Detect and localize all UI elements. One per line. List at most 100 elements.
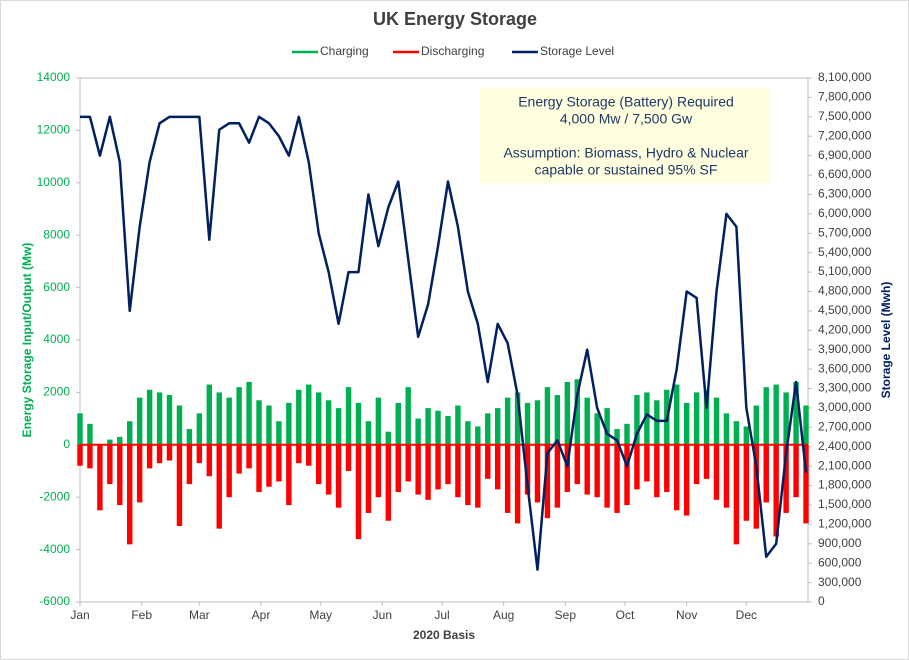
- bar: [375, 397, 382, 445]
- bar: [713, 444, 720, 500]
- bar: [325, 444, 332, 495]
- bar: [415, 418, 421, 445]
- bar: [674, 384, 680, 445]
- y2-tick-label: 6,000,000: [818, 206, 872, 220]
- bar: [644, 392, 650, 445]
- bar: [544, 444, 551, 519]
- bar: [713, 397, 720, 445]
- bar: [683, 402, 690, 445]
- bar: [236, 387, 242, 445]
- bar: [504, 397, 511, 445]
- bar: [594, 444, 600, 498]
- y2-tick-label: 5,700,000: [818, 225, 872, 239]
- bar: [206, 444, 212, 477]
- bar: [494, 444, 501, 490]
- bar: [455, 405, 461, 445]
- bar: [524, 444, 531, 495]
- bar: [425, 408, 431, 445]
- annotation: Energy Storage (Battery) Required: [518, 94, 734, 110]
- bar: [226, 397, 232, 445]
- bar: [186, 444, 193, 485]
- bar: [674, 444, 680, 511]
- bar: [127, 421, 133, 445]
- bar: [753, 444, 759, 529]
- bar: [554, 395, 561, 445]
- y-tick-label: 8000: [43, 227, 70, 241]
- bar: [465, 421, 471, 445]
- line: [80, 115, 808, 571]
- bar: [146, 389, 153, 445]
- bar: [355, 402, 362, 445]
- bar: [594, 413, 600, 445]
- bar: [723, 413, 730, 445]
- bar: [117, 444, 123, 506]
- bar: [365, 421, 372, 445]
- bar: [514, 392, 521, 445]
- bar: [266, 405, 272, 445]
- bar: [166, 444, 173, 461]
- bar: [266, 444, 272, 487]
- bar: [554, 444, 561, 508]
- y-axis-title: Energy Storage Input/Output (Mw): [20, 243, 34, 438]
- bar: [743, 444, 750, 521]
- y2-tick-label: 0: [818, 594, 825, 608]
- bar: [216, 392, 222, 445]
- x-tick-label: May: [309, 608, 332, 622]
- legend-label: Discharging: [421, 44, 484, 58]
- bar: [723, 444, 730, 508]
- bar: [335, 408, 342, 445]
- x-tick-label: Dec: [736, 608, 757, 622]
- x-tick-label: Apr: [252, 608, 271, 622]
- y-tick-label: -6000: [39, 594, 70, 608]
- bar: [246, 444, 252, 469]
- bar: [286, 444, 292, 506]
- bar: [107, 444, 113, 485]
- bar: [127, 444, 133, 545]
- y2-tick-label: 4,500,000: [818, 303, 872, 317]
- bar: [763, 444, 769, 503]
- bar: [793, 444, 799, 498]
- bar: [345, 444, 352, 471]
- bar: [395, 444, 401, 492]
- bar: [345, 387, 352, 445]
- bar: [335, 444, 342, 508]
- y-tick-label: -2000: [39, 489, 70, 503]
- bar: [783, 392, 789, 445]
- bar: [395, 402, 401, 445]
- y-tick-label: 10000: [37, 175, 71, 189]
- bar: [186, 429, 193, 445]
- bar: [485, 444, 491, 479]
- bar: [494, 408, 501, 445]
- annotation: Assumption: Biomass, Hydro & Nuclear: [503, 145, 748, 161]
- bar: [196, 444, 203, 464]
- bar: [425, 444, 431, 500]
- legend-label: Storage Level: [540, 44, 614, 58]
- bar: [564, 444, 571, 492]
- bar: [97, 444, 103, 511]
- bar: [156, 392, 163, 445]
- x-tick-label: Mar: [189, 608, 210, 622]
- bar: [634, 395, 640, 445]
- y2-tick-label: 4,800,000: [818, 284, 872, 298]
- x-tick-label: Jan: [70, 608, 89, 622]
- annotation: capable or sustained 95% SF: [535, 162, 718, 178]
- bar: [624, 444, 630, 506]
- y2-tick-label: 1,500,000: [818, 497, 872, 511]
- bar: [355, 444, 362, 540]
- bar: [793, 381, 799, 445]
- y2-tick-label: 3,900,000: [818, 342, 872, 356]
- y2-tick-label: 7,200,000: [818, 128, 872, 142]
- legend-label: Charging: [320, 44, 369, 58]
- y-tick-label: 2000: [43, 385, 70, 399]
- bar: [276, 421, 282, 445]
- bar: [465, 444, 471, 506]
- bar: [604, 408, 610, 445]
- bar: [654, 444, 660, 498]
- bar: [534, 444, 541, 503]
- bar: [435, 410, 441, 445]
- bar: [783, 444, 789, 513]
- bar: [475, 444, 481, 508]
- y2-tick-label: 1,800,000: [818, 478, 872, 492]
